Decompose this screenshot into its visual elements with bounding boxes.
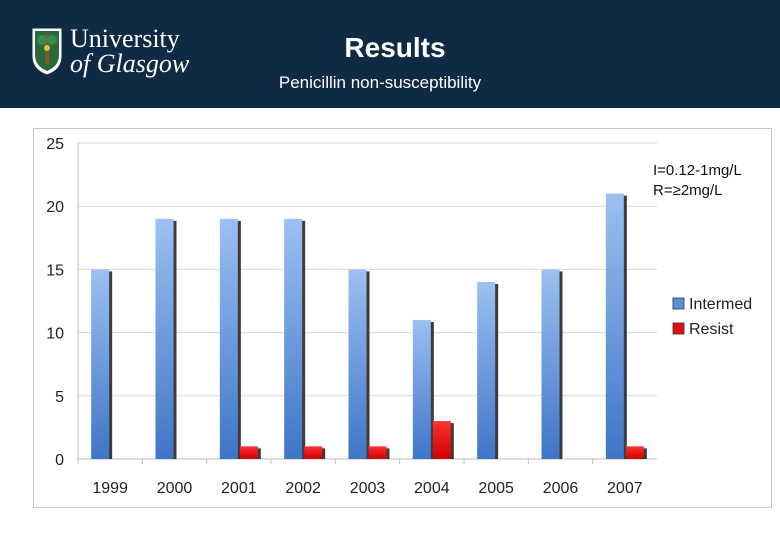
threshold-note: I=0.12-1mg/L R=≥2mg/L: [653, 161, 742, 201]
bar-resist: [239, 446, 258, 459]
threshold-intermediate: I=0.12-1mg/L: [653, 162, 742, 179]
bar-resist: [304, 446, 323, 459]
bar-intermed: [348, 269, 367, 459]
legend-swatch: [672, 297, 685, 310]
legend-label: Intermed: [689, 296, 752, 313]
x-tick-label: 2007: [607, 480, 643, 497]
y-tick-label: 5: [55, 389, 64, 406]
y-tick-label: 10: [46, 326, 64, 343]
x-tick-label: 2004: [414, 480, 450, 497]
legend-swatch: [672, 322, 685, 335]
x-tick-label: 1999: [92, 480, 128, 497]
x-tick-label: 2001: [221, 480, 257, 497]
slide-header: University of Glasgow Results Penicillin…: [0, 0, 780, 108]
bar-resist: [368, 446, 387, 459]
bar-intermed: [541, 269, 560, 459]
y-tick-label: 25: [46, 136, 64, 153]
bar-resist: [625, 446, 644, 459]
y-tick-label: 0: [55, 452, 64, 469]
x-tick-label: 2002: [285, 480, 321, 497]
bar-intermed: [219, 218, 238, 459]
slide-subtitle: Penicillin non-susceptibility: [278, 73, 482, 92]
legend-label: Resist: [689, 321, 734, 338]
bar-intermed: [477, 282, 496, 459]
bar-intermed: [605, 193, 624, 459]
bar-resist: [432, 421, 451, 459]
bar-intermed: [284, 218, 303, 459]
logo-line2: of Glasgow: [70, 49, 190, 78]
x-tick-label: 2000: [157, 480, 193, 497]
x-tick-label: 2005: [478, 480, 514, 497]
bar-intermed: [155, 218, 174, 459]
y-tick-label: 20: [46, 199, 64, 216]
logo-line1: University: [70, 24, 180, 53]
bar-intermed: [412, 319, 431, 459]
x-tick-label: 2006: [543, 480, 579, 497]
x-tick-label: 2003: [350, 480, 386, 497]
bar-intermed: [91, 269, 110, 459]
university-logo: University of Glasgow: [30, 26, 190, 82]
y-tick-label: 15: [46, 262, 64, 279]
crest-icon: [31, 27, 63, 76]
slide-title: Results: [344, 32, 446, 63]
threshold-resistant: R=≥2mg/L: [653, 182, 723, 199]
